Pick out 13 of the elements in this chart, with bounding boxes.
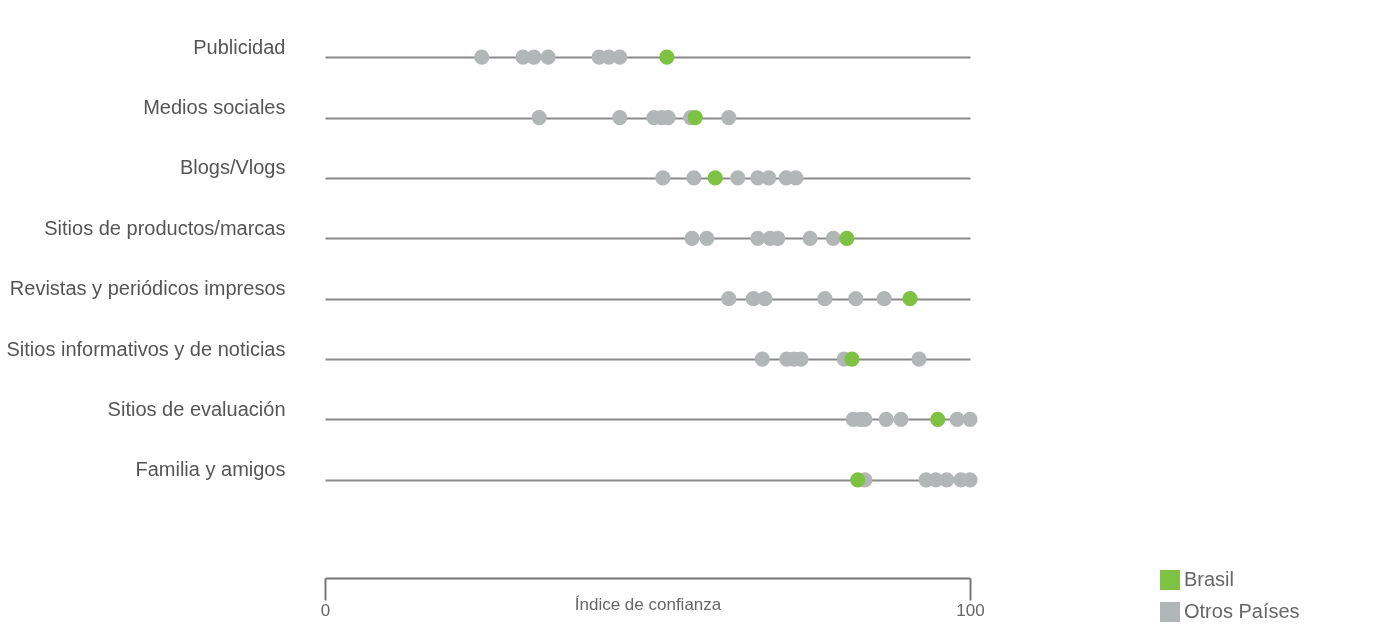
y-tick-label: Revistas y periódicos impresos: [9, 277, 286, 300]
legend-label: Brasil: [1184, 568, 1235, 590]
y-tick-label: Familia y amigos: [135, 458, 286, 481]
y-tick-label: Sitios informativos y de noticias: [6, 337, 286, 360]
y-tick-label: Sitios de evaluación: [107, 397, 286, 420]
y-tick-label: Medios sociales: [143, 96, 286, 119]
legend-label: Otros Países: [1184, 600, 1300, 622]
y-tick-label: Publicidad: [193, 35, 286, 58]
x-tick-label: 0: [320, 600, 331, 620]
x-axis-title: Índice de confianza: [574, 594, 722, 614]
x-tick-label: 100: [956, 600, 985, 620]
y-tick-label: Blogs/Vlogs: [179, 156, 286, 179]
y-tick-label: Sitios de productos/marcas: [44, 216, 286, 239]
